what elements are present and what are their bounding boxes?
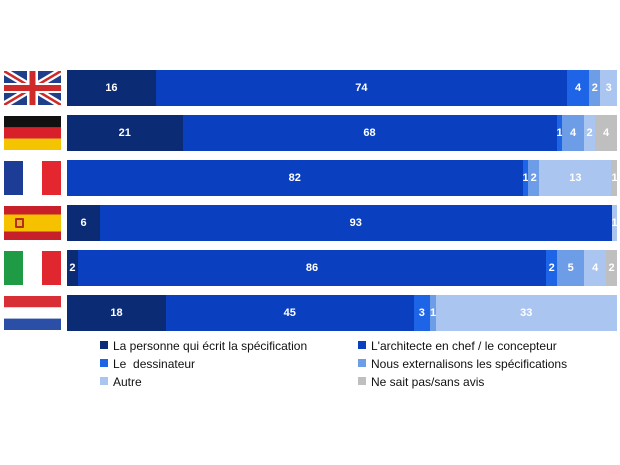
netherlands-flag <box>4 296 61 330</box>
legend-item: Le dessinateur <box>100 356 195 372</box>
legend-label: Autre <box>113 375 142 389</box>
data-label: 74 <box>355 82 368 94</box>
data-label: 18 <box>110 307 123 319</box>
legend-label: Nous externalisons les spécifications <box>371 357 568 371</box>
legend-item: La personne qui écrit la spécification <box>100 338 307 354</box>
data-label: 21 <box>118 127 131 139</box>
italy-flag <box>4 251 61 285</box>
data-label: 2 <box>586 127 593 139</box>
bar-segment <box>522 160 529 196</box>
data-label: 2 <box>591 82 598 94</box>
bar-segment <box>611 160 617 196</box>
france-flag <box>4 161 61 195</box>
bar-row: 21 68 1 4 2 4 <box>67 115 617 151</box>
bar-row: 2 86 2 5 4 2 <box>67 250 617 286</box>
data-label: 1 <box>522 172 529 184</box>
data-label: 33 <box>520 307 533 319</box>
bar-segment <box>155 70 567 106</box>
bar-segment <box>589 70 601 106</box>
bar-segment <box>182 115 557 151</box>
bar-segment <box>584 250 607 286</box>
data-label: 2 <box>530 172 537 184</box>
bar-segment <box>67 160 523 196</box>
bar-segment <box>77 250 547 286</box>
legend-swatch <box>358 359 366 367</box>
data-label: 86 <box>305 262 319 274</box>
data-label: 1 <box>556 127 563 139</box>
bar-segment <box>611 205 617 241</box>
bar-segment <box>567 70 590 106</box>
bar-segment <box>546 250 558 286</box>
spain-flag <box>4 206 61 240</box>
data-label: 45 <box>283 307 296 319</box>
data-label: 2 <box>69 262 76 274</box>
legend-label: Ne sait pas/sans avis <box>371 375 485 389</box>
legend-swatch <box>358 341 366 349</box>
legend-item: Autre <box>100 374 142 390</box>
bar-segment <box>606 250 617 286</box>
bar-segment <box>67 250 78 286</box>
bar-segment <box>67 295 166 331</box>
data-label: 5 <box>567 262 574 274</box>
bar-row: 6 93 1 <box>67 205 618 241</box>
uk-flag <box>4 71 61 105</box>
data-label: 4 <box>592 262 599 274</box>
data-label: 13 <box>569 172 582 184</box>
bar-segment <box>539 160 612 196</box>
bar-segment <box>430 295 436 331</box>
legend-label: La personne qui écrit la spécification <box>113 339 308 353</box>
bar-segment <box>584 115 595 151</box>
bar-row: 82 1 2 13 1 <box>67 160 618 196</box>
legend-item: Ne sait pas/sans avis <box>358 374 484 390</box>
data-label: 3 <box>418 307 425 319</box>
legend-label: L'architecte en chef / le concepteur <box>371 339 557 353</box>
data-label: 1 <box>430 307 437 319</box>
legend-swatch <box>100 341 108 349</box>
data-label: 4 <box>569 127 577 139</box>
legend-swatch <box>100 359 108 367</box>
legend-swatch <box>358 377 366 385</box>
legend-swatch <box>100 377 108 385</box>
bar-segment <box>67 70 156 106</box>
bar-segment <box>595 115 617 151</box>
data-label: 4 <box>575 82 582 94</box>
data-label: 3 <box>605 82 612 94</box>
bar-segment <box>67 115 183 151</box>
data-label: 1 <box>611 172 618 184</box>
bar-segment <box>413 295 430 331</box>
data-label: 6 <box>80 217 87 229</box>
data-label: 1 <box>611 217 618 229</box>
data-label: 4 <box>602 127 610 139</box>
data-label: 68 <box>363 127 376 139</box>
bar-segment <box>528 160 540 196</box>
bar-segment <box>562 115 584 151</box>
legend-label: Le dessinateur <box>113 357 196 371</box>
bar-row: 16 74 4 2 3 <box>67 70 617 106</box>
legend-item: L'architecte en chef / le concepteur <box>358 338 557 354</box>
legend-item: Nous externalisons les spécifications <box>358 356 567 372</box>
data-label: 16 <box>105 82 118 94</box>
germany-flag <box>4 116 61 150</box>
bar-segment <box>67 205 100 241</box>
bar-segment <box>600 70 617 106</box>
bar-segment <box>556 115 562 151</box>
data-label: 2 <box>548 262 555 274</box>
data-label: 2 <box>608 262 615 274</box>
bar-segment <box>435 295 617 331</box>
bar-segment <box>557 250 585 286</box>
bar-row: 18 45 3 1 33 <box>67 295 617 331</box>
data-label: 93 <box>349 217 362 229</box>
bar-segment <box>100 205 612 241</box>
bar-segment <box>166 295 414 331</box>
data-label: 82 <box>288 172 301 184</box>
